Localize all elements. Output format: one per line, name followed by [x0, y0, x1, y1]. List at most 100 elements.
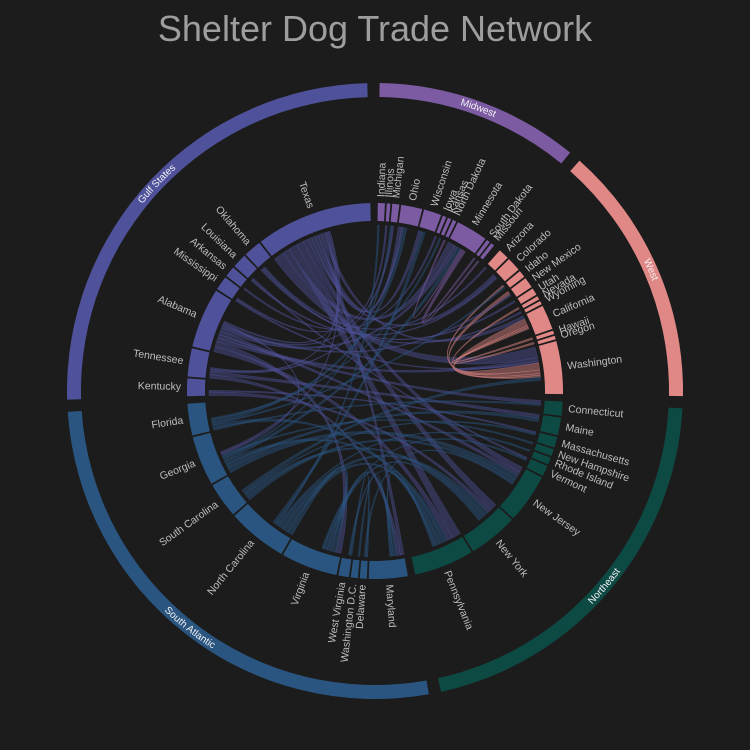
node-arc-hawaii[interactable] — [535, 330, 555, 340]
chord-mississippi-to-illinois[interactable] — [236, 225, 388, 333]
node-arc-south-dakota[interactable] — [476, 239, 490, 257]
node-arc-pennsylvania[interactable] — [411, 536, 472, 575]
node-arc-maine[interactable] — [540, 415, 562, 436]
chord-hawaii-to-california[interactable] — [452, 326, 534, 363]
chord-alabama-to-new-jersey[interactable] — [218, 330, 521, 476]
chord-georgia-to-pennsylvania[interactable] — [224, 438, 448, 543]
node-arc-washington[interactable] — [538, 341, 563, 395]
chord-north-carolina-to-virginia[interactable] — [287, 466, 349, 553]
node-arc-ohio[interactable] — [398, 204, 423, 227]
node-arc-minnesota[interactable] — [449, 222, 486, 254]
chord-florida-to-pennsylvania[interactable] — [212, 418, 440, 546]
node-arc-washington-d-c-[interactable] — [350, 559, 360, 579]
node-arc-vermont[interactable] — [526, 458, 548, 476]
region-arc-northeast[interactable] — [438, 407, 683, 692]
chord-texas-to-new-jersey[interactable] — [302, 238, 523, 473]
chord-tennessee-to-maryland[interactable] — [209, 374, 401, 556]
node-arc-oregon[interactable] — [537, 335, 556, 345]
node-arc-rhode-island[interactable] — [531, 451, 551, 465]
chord-texas-to-colorado[interactable] — [307, 237, 497, 327]
chord-alabama-to-michigan[interactable] — [221, 225, 395, 346]
chord-nevada-to-washington[interactable] — [451, 307, 541, 378]
chord-georgia-to-new-jersey[interactable] — [227, 431, 519, 481]
node-arc-delaware[interactable] — [359, 560, 368, 579]
chord-west-virginia-to-delaware[interactable] — [349, 473, 370, 558]
chord-louisiana-to-vermont[interactable] — [251, 277, 528, 460]
node-label-north-carolina: North Carolina — [205, 537, 257, 597]
node-arc-connecticut[interactable] — [543, 400, 563, 416]
node-arc-nevada[interactable] — [521, 296, 540, 309]
node-arc-arkansas[interactable] — [226, 267, 247, 287]
chord-north-carolina-to-rhode-island[interactable] — [276, 431, 531, 527]
node-arc-utah[interactable] — [517, 288, 537, 304]
node-arc-tennessee[interactable] — [187, 348, 210, 378]
chord-texas-to-pennsylvania[interactable] — [288, 244, 461, 539]
chord-alabama-to-connecticut[interactable] — [217, 334, 541, 405]
node-arc-north-carolina[interactable] — [234, 503, 291, 555]
node-arc-virginia[interactable] — [283, 539, 341, 575]
chord-alabama-to-pennsylvania[interactable] — [213, 346, 453, 541]
node-arc-west-virginia[interactable] — [338, 557, 352, 578]
chord-maryland-to-pennsylvania[interactable] — [386, 470, 435, 557]
chord-kentucky-to-massachusetts[interactable] — [208, 390, 537, 434]
node-arc-kansas[interactable] — [440, 217, 452, 236]
chord-florida-to-idaho[interactable] — [211, 286, 506, 426]
node-arc-massachusetts[interactable] — [537, 432, 558, 448]
chord-texas-to-new-york[interactable] — [296, 241, 497, 511]
chord-south-carolina-to-washington[interactable] — [241, 376, 541, 494]
chord-florida-to-connecticut[interactable] — [213, 400, 541, 431]
chord-georgia-to-new-hampshire[interactable] — [221, 419, 534, 458]
node-arc-kentucky[interactable] — [186, 378, 206, 397]
chord-florida-to-ohio[interactable] — [211, 227, 408, 424]
node-arc-california[interactable] — [526, 305, 553, 335]
node-arc-south-carolina[interactable] — [212, 476, 247, 515]
node-arc-mississippi[interactable] — [217, 277, 240, 299]
chord-georgia-to-michigan[interactable] — [222, 225, 393, 459]
region-arc-west[interactable] — [570, 160, 684, 397]
node-arc-illinois[interactable] — [385, 203, 391, 222]
chord-texas-to-minnesota[interactable] — [282, 241, 455, 321]
chord-west-virginia-to-pennsylvania[interactable] — [348, 470, 437, 556]
node-arc-new-hampshire[interactable] — [534, 443, 554, 457]
node-arc-colorado[interactable] — [496, 259, 519, 282]
node-arc-oklahoma[interactable] — [245, 242, 271, 268]
node-arc-florida[interactable] — [187, 402, 210, 436]
chord-tennessee-to-maine[interactable] — [209, 370, 540, 419]
node-arc-new-york[interactable] — [463, 507, 512, 552]
chord-florida-to-kansas[interactable] — [210, 237, 442, 420]
chord-north-carolina-to-wisconsin[interactable] — [272, 231, 426, 525]
node-arc-iowa[interactable] — [436, 215, 447, 234]
node-arc-indiana[interactable] — [377, 203, 385, 222]
chord-alabama-to-new-mexico[interactable] — [221, 294, 512, 353]
chord-south-carolina-to-new-york[interactable] — [244, 447, 485, 519]
chord-texas-to-maryland[interactable] — [317, 233, 405, 556]
node-arc-north-dakota[interactable] — [445, 219, 457, 238]
node-arc-texas[interactable] — [260, 203, 371, 256]
chord-kentucky-to-new-york[interactable] — [208, 391, 492, 513]
node-arc-idaho[interactable] — [505, 271, 525, 288]
region-arc-midwest[interactable] — [379, 83, 571, 164]
node-arc-maryland[interactable] — [368, 558, 408, 580]
chord-idaho-to-washington[interactable] — [446, 284, 541, 379]
chord-washington-d-c--to-maryland[interactable] — [357, 473, 394, 557]
node-arc-new-mexico[interactable] — [511, 278, 532, 297]
node-arc-missouri[interactable] — [480, 243, 495, 260]
node-arc-wyoming[interactable] — [524, 300, 542, 313]
node-label-virginia: Virginia — [289, 570, 313, 607]
chord-texas-to-wisconsin[interactable] — [314, 230, 423, 313]
node-arc-alabama[interactable] — [192, 290, 232, 351]
chord-mississippi-to-washington[interactable] — [235, 299, 539, 370]
node-arc-new-jersey[interactable] — [500, 469, 542, 519]
chord-virginia-to-vermont[interactable] — [321, 438, 527, 550]
node-arc-georgia[interactable] — [192, 432, 228, 484]
chord-new-mexico-to-washington[interactable] — [448, 291, 541, 377]
node-arc-louisiana[interactable] — [234, 255, 257, 279]
chord-georgia-to-minnesota[interactable] — [223, 246, 462, 462]
node-arc-wisconsin[interactable] — [419, 209, 442, 232]
node-arc-arizona[interactable] — [487, 250, 508, 271]
chord-missouri-to-minnesota[interactable] — [422, 250, 480, 324]
chord-alabama-to-washington[interactable] — [216, 337, 539, 373]
node-arc-michigan[interactable] — [390, 203, 400, 223]
chord-south-carolina-to-massachusetts[interactable] — [243, 420, 536, 495]
chord-alabama-to-virginia[interactable] — [214, 340, 348, 554]
